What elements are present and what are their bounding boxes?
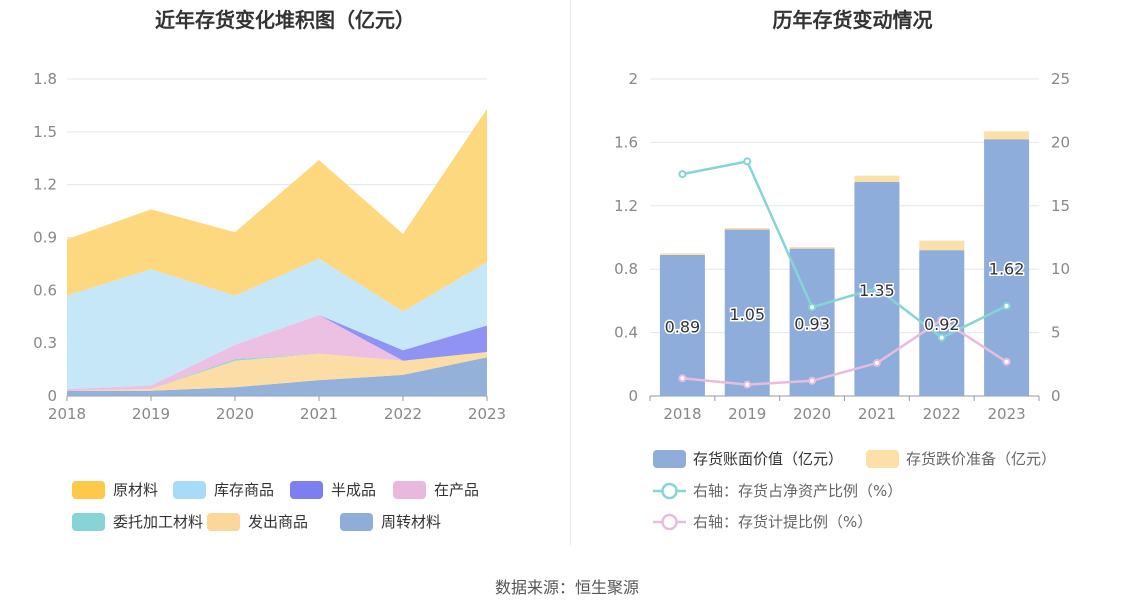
y-right-tick-label: 5: [1051, 324, 1061, 342]
legend-label: 存货账面价值（亿元）: [693, 450, 843, 468]
line-series-2: [682, 318, 1008, 386]
bar-impairment: [659, 253, 705, 255]
y-right-tick-label: 15: [1051, 197, 1070, 215]
y-tick-label: 0.6: [33, 281, 57, 299]
area-series-库存商品: [67, 258, 487, 389]
area-series-周转材料: [67, 357, 487, 396]
bar-impairment: [854, 175, 900, 183]
line-point: [808, 376, 817, 385]
stacked-area-chart-panel: 近年存货变化堆积图（亿元） 0 0.3 0.6 0.9 1.2 1.5 1.8 2018 201…: [0, 0, 570, 545]
bar-line-chart-panel: 历年存货变动情况 0 0.4 0.8 1.2 1.6 2 0 5 10 15 20 25 2018 201…: [571, 0, 1134, 545]
y-right-tick-label: 0: [1051, 387, 1061, 405]
legend-label: 存货跌价准备（亿元）: [906, 450, 1056, 468]
legend-label: 右轴：存货计提比例（%）: [693, 513, 872, 531]
y-right-tick-label: 20: [1051, 133, 1070, 151]
bar-value-label: 0.93: [794, 314, 830, 333]
legend-swatch: [866, 450, 899, 468]
line-point: [743, 157, 752, 166]
source-note: 数据来源：恒生聚源: [494, 578, 639, 597]
y-tick-label: 1.8: [33, 70, 57, 88]
legend-marker: [661, 482, 678, 500]
line-point: [937, 315, 946, 324]
left-chart-svg: 0 0.3 0.6 0.9 1.2 1.5 1.8 2018 2019 2020 2021 2022 2…: [33, 70, 506, 531]
x-tick-label: 2023: [468, 405, 506, 423]
legend-swatch: [173, 481, 206, 499]
panel-divider: [570, 0, 571, 545]
bar-impairment: [724, 227, 770, 230]
y-tick-label: 0: [47, 387, 57, 405]
bar-impairment: [984, 131, 1030, 140]
bar-book-value: [659, 254, 705, 396]
y-right-tick-label: 10: [1051, 260, 1070, 278]
legend-swatch: [72, 481, 105, 499]
line-series-1: [682, 160, 1008, 340]
legend-swatch: [290, 481, 323, 499]
bar-value-label: 1.35: [859, 281, 895, 300]
left-chart-title: 近年存货变化堆积图（亿元）: [155, 8, 415, 32]
x-tick-label: 2021: [300, 405, 338, 423]
bar-impairment: [789, 247, 835, 249]
y-tick-label: 1.2: [33, 176, 57, 194]
legend-label: 原材料: [113, 481, 158, 499]
bar-value-label: 0.92: [924, 315, 960, 334]
y-left-tick-label: 1.6: [614, 133, 638, 151]
area-series-半成品: [67, 314, 487, 389]
y-right-tick-label: 25: [1051, 70, 1070, 88]
bar-value-label: 1.62: [989, 260, 1025, 279]
y-tick-label: 0.9: [33, 229, 57, 247]
line-point: [937, 333, 946, 342]
line-point: [872, 284, 881, 293]
legend-label: 发出商品: [248, 513, 308, 531]
x-tick-label: 2022: [384, 405, 422, 423]
x-tick-label: 2022: [923, 405, 961, 423]
right-chart-title: 历年存货变动情况: [772, 8, 933, 32]
y-left-tick-label: 0: [628, 387, 638, 405]
x-tick-label: 2021: [858, 405, 896, 423]
bar-value-label: 1.05: [729, 305, 765, 324]
legend-swatch: [72, 513, 105, 531]
area-series-在产品: [67, 314, 487, 391]
line-point: [678, 170, 687, 179]
x-tick-label: 2023: [987, 405, 1025, 423]
y-left-tick-label: 0.8: [614, 260, 638, 278]
line-point: [743, 380, 752, 389]
x-tick-label: 2020: [793, 405, 831, 423]
y-left-tick-label: 0.4: [614, 324, 638, 342]
y-tick-label: 0.3: [33, 334, 57, 352]
x-tick-label: 2018: [663, 405, 701, 423]
line-point: [872, 359, 881, 368]
legend-label: 右轴：存货占净资产比例（%）: [693, 482, 902, 500]
area-series-原材料: [67, 108, 487, 312]
x-tick-label: 2019: [132, 405, 170, 423]
legend-label: 周转材料: [381, 513, 441, 531]
area-series-发出商品: [67, 351, 487, 391]
x-tick-label: 2020: [216, 405, 254, 423]
y-left-tick-label: 1.2: [614, 197, 638, 215]
line-point: [1002, 357, 1011, 366]
line-point: [808, 303, 817, 312]
legend-swatch: [207, 513, 240, 531]
bar-book-value: [724, 229, 770, 396]
y-left-tick-label: 2: [628, 70, 638, 88]
x-tick-label: 2018: [48, 405, 86, 423]
legend-swatch: [393, 481, 426, 499]
legend-label: 库存商品: [214, 481, 274, 499]
legend-swatch: [340, 513, 373, 531]
legend-marker: [661, 513, 678, 531]
x-tick-label: 2019: [728, 405, 766, 423]
legend-label: 在产品: [434, 481, 479, 499]
line-point: [1002, 301, 1011, 310]
bar-impairment: [919, 240, 965, 251]
line-point: [678, 374, 687, 383]
bar-value-label: 0.89: [665, 317, 701, 336]
legend-swatch: [653, 450, 686, 468]
legend-label: 委托加工材料: [113, 513, 203, 531]
legend-label: 半成品: [331, 481, 376, 499]
y-tick-label: 1.5: [33, 123, 57, 141]
